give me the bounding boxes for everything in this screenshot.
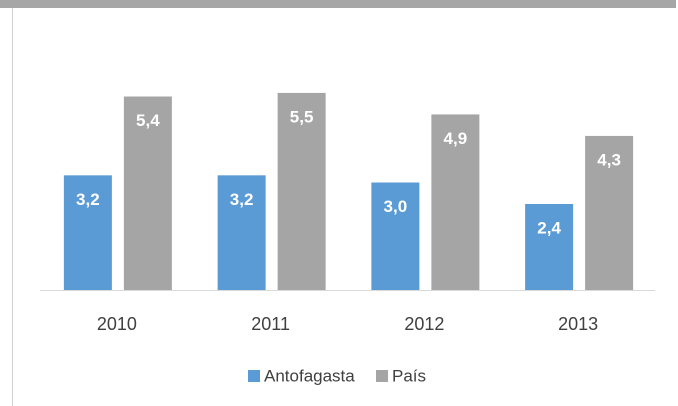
value-label: 3,2	[230, 190, 254, 209]
legend-label: País	[392, 366, 426, 385]
x-tick-label: 2010	[97, 314, 137, 334]
value-label: 4,3	[597, 150, 621, 169]
top-border	[0, 0, 676, 8]
x-tick-label: 2013	[558, 314, 598, 334]
value-label: 3,2	[76, 190, 100, 209]
bar	[217, 175, 266, 290]
bar	[63, 175, 112, 290]
legend-swatch	[376, 370, 388, 382]
bar	[431, 114, 480, 291]
value-label: 5,5	[290, 107, 314, 126]
bar	[371, 182, 420, 290]
bar	[277, 92, 326, 291]
value-label: 2,4	[537, 218, 561, 237]
x-tick-label: 2012	[404, 314, 444, 334]
legend-label: Antofagasta	[264, 366, 355, 385]
value-label: 3,0	[384, 197, 408, 216]
bar	[585, 135, 634, 290]
bar	[123, 96, 172, 290]
legend-swatch	[248, 370, 260, 382]
value-label: 5,4	[136, 111, 160, 130]
value-label: 4,9	[444, 129, 468, 148]
x-tick-label: 2011	[251, 314, 290, 334]
bar	[525, 204, 574, 290]
